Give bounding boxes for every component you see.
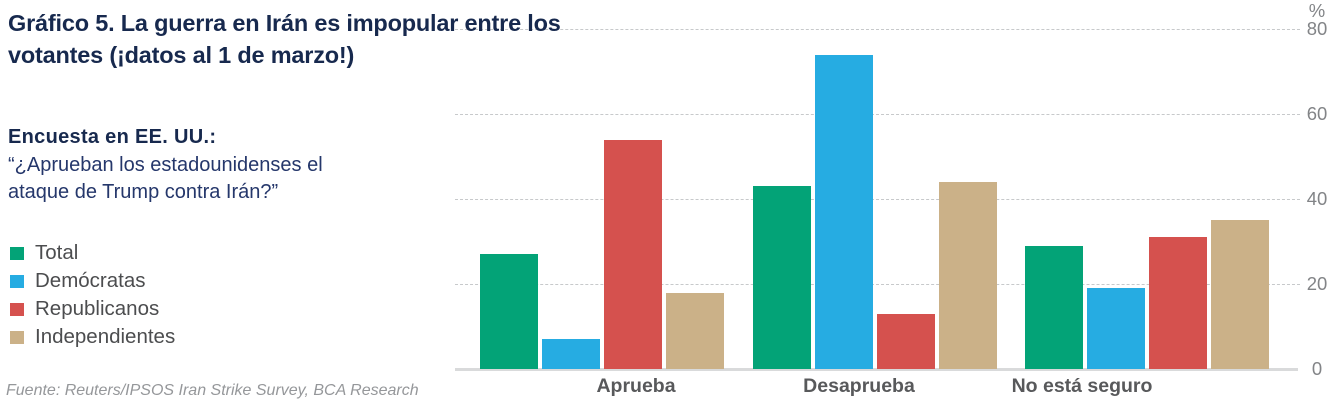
legend-swatch-total (10, 246, 24, 260)
legend-label-independientes: Independientes (35, 325, 176, 348)
bar-republicanos-aprueba (604, 139, 662, 369)
bar-total-desaprueba (753, 186, 811, 369)
legend: Total Demócratas Republicanos Independiente… (10, 239, 175, 351)
gridline-60 (455, 114, 1300, 115)
bar-democratas-aprueba (542, 339, 600, 369)
legend-label-total: Total (35, 241, 79, 264)
bar-total-aprueba (480, 254, 538, 369)
legend-swatch-republicanos (10, 302, 24, 316)
legend-label-democratas: Demócratas (35, 269, 146, 292)
y-tick-label-60: 60 (1306, 103, 1328, 124)
chart-title-line2: votantes (¡datos al 1 de marzo!) (8, 42, 355, 68)
legend-item-total: Total (10, 239, 175, 267)
legend-item-republicanos: Republicanos (10, 295, 175, 323)
y-tick-label-20: 20 (1306, 273, 1328, 294)
bar-republicanos-no-esta-seguro (1149, 237, 1207, 369)
survey-question-line2: ataque de Trump contra Irán?” (8, 181, 279, 203)
category-label-aprueba: Aprueba (596, 375, 676, 397)
legend-item-democratas: Demócratas (10, 267, 175, 295)
y-tick-label-40: 40 (1306, 188, 1328, 209)
source-note: Fuente: Reuters/IPSOS Iran Strike Survey… (6, 382, 419, 399)
y-tick-label-80: 80 (1306, 18, 1328, 39)
bar-democratas-no-esta-seguro (1087, 288, 1145, 369)
gridline-80 (455, 29, 1300, 30)
chart-title: Gráfico 5. La guerra en Irán es impopula… (8, 7, 561, 71)
legend-item-independientes: Independientes (10, 323, 175, 351)
survey-question-line1: “¿Aprueban los estadounidenses el (8, 154, 323, 176)
bar-independientes-desaprueba (939, 182, 997, 369)
bar-total-no-esta-seguro (1025, 245, 1083, 369)
category-label-no-esta-seguro: No está seguro (1011, 375, 1153, 397)
bar-independientes-no-esta-seguro (1211, 220, 1269, 369)
survey-question: “¿Aprueban los estadounidenses el ataque… (8, 152, 323, 206)
chart-title-line1: Gráfico 5. La guerra en Irán es impopula… (8, 10, 561, 36)
legend-swatch-independientes (10, 330, 24, 344)
y-axis-unit-label: % (1308, 0, 1326, 21)
x-axis-baseline (455, 368, 1298, 371)
category-label-desaprueba: Desaprueba (803, 375, 915, 397)
bar-democratas-desaprueba (815, 54, 873, 369)
gridline-40 (455, 199, 1300, 200)
bar-republicanos-desaprueba (877, 313, 935, 369)
y-tick-label-0: 0 (1311, 358, 1323, 379)
bar-independientes-aprueba (666, 292, 724, 369)
legend-label-republicanos: Republicanos (35, 297, 160, 320)
legend-swatch-democratas (10, 274, 24, 288)
gridline-20 (455, 284, 1300, 285)
survey-label: Encuesta en EE. UU.: (8, 126, 217, 148)
